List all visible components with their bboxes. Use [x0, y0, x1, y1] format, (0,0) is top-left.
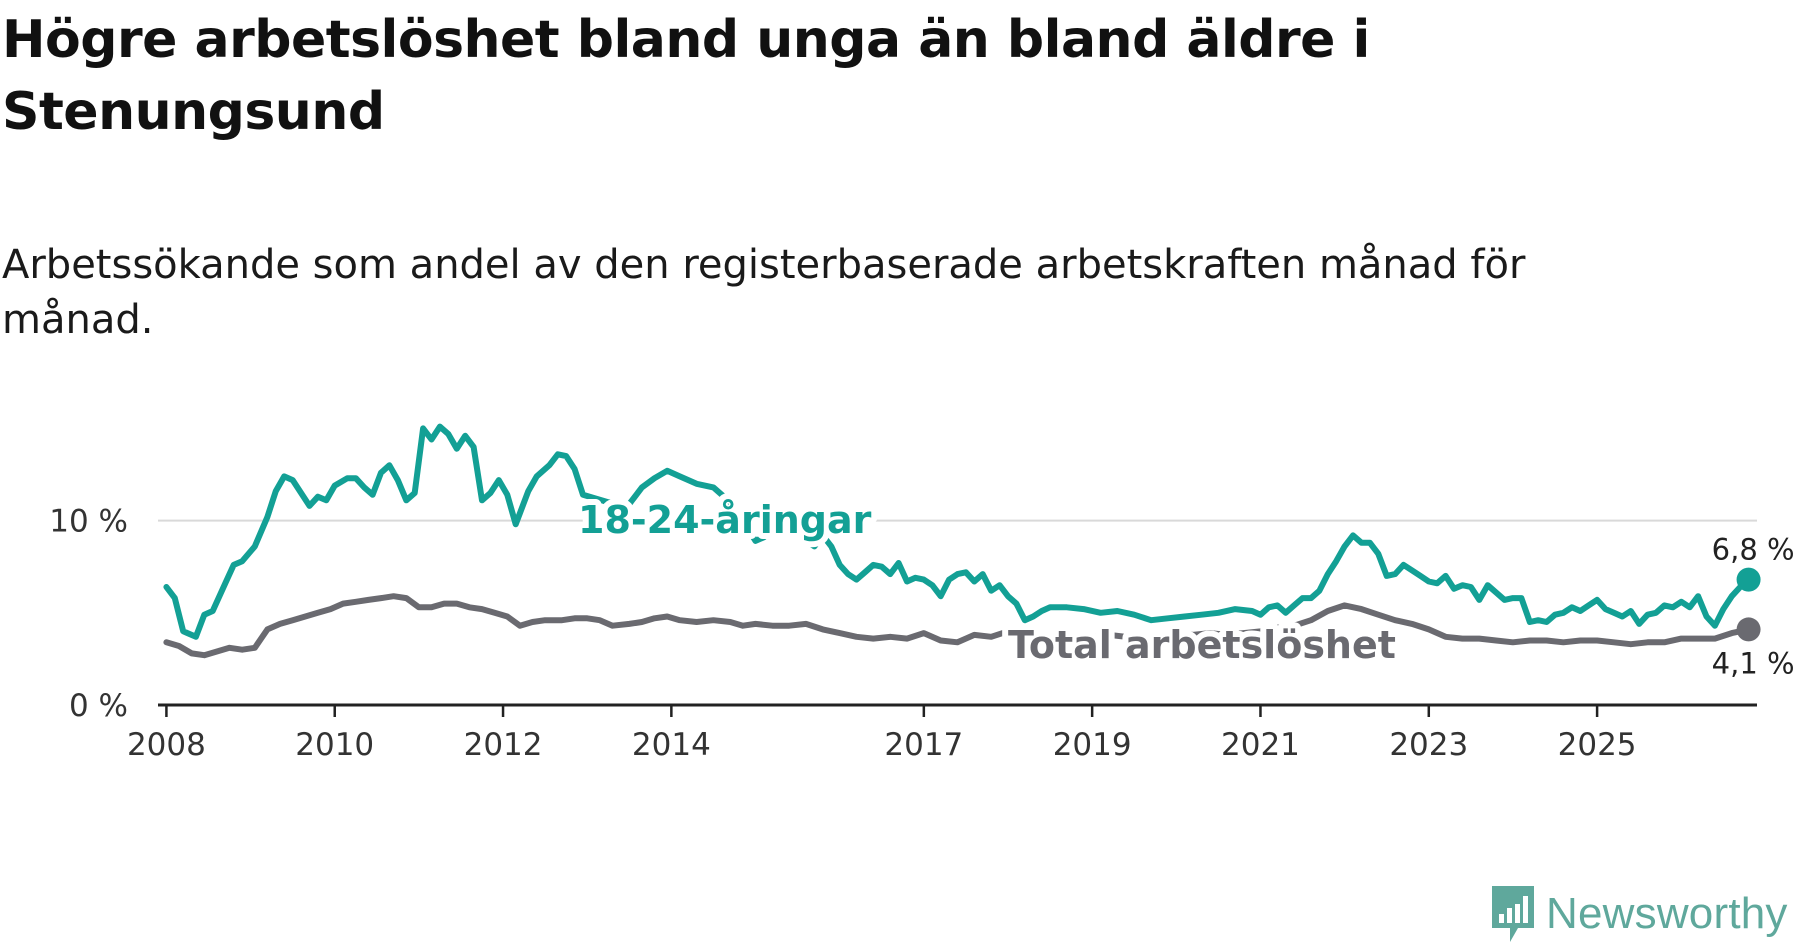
series-label-youth: 18-24-åringar: [578, 498, 872, 542]
series-line-total: [163, 593, 1752, 659]
end-value-label-youth: 6,8 %: [1712, 533, 1795, 567]
end-marker-total: [1736, 617, 1761, 642]
chart-subtitle: Arbetssökande som andel av den registerb…: [2, 242, 1526, 343]
y-tick-label: 10 %: [49, 504, 128, 540]
brand-name: Newsworthy: [1546, 889, 1788, 938]
x-tick-label: 2008: [127, 727, 206, 763]
x-tick-label: 2021: [1221, 727, 1300, 763]
x-tick-label: 2019: [1053, 727, 1132, 763]
series-label-youth-halo: 18-24-åringar: [578, 498, 872, 542]
end-value-label-total: 4,1 %: [1712, 646, 1795, 680]
x-tick-label: 2017: [884, 727, 963, 763]
gridlines: 0 % 10 %: [49, 504, 1757, 724]
x-tick-label: 2010: [295, 727, 374, 763]
x-axis: 2008 2010 2012 2014 2017 2019 2021 2023 2025: [127, 703, 1757, 763]
chart-title: Högre arbetslöshet bland unga än bland ä…: [2, 10, 1370, 142]
series-label-total: Total arbetslöshet: [1008, 623, 1396, 667]
newsworthy-logo-icon: [1492, 886, 1534, 942]
x-tick-label: 2025: [1558, 727, 1637, 763]
x-tick-label: 2012: [464, 727, 543, 763]
series-line-youth: [163, 423, 1752, 640]
newsworthy-logo: Newsworthy: [1488, 882, 1788, 946]
series-lines: [163, 423, 1752, 659]
y-tick-label: 0 %: [69, 688, 128, 724]
end-marker-youth: [1736, 567, 1761, 592]
annotations: 6,8 %4,1 %18-24-åringar18-24-åringarTota…: [572, 492, 1795, 680]
x-tick-label: 2014: [632, 727, 711, 763]
series-label-total-halo: Total arbetslöshet: [1008, 623, 1396, 667]
x-tick-label: 2023: [1389, 727, 1468, 763]
